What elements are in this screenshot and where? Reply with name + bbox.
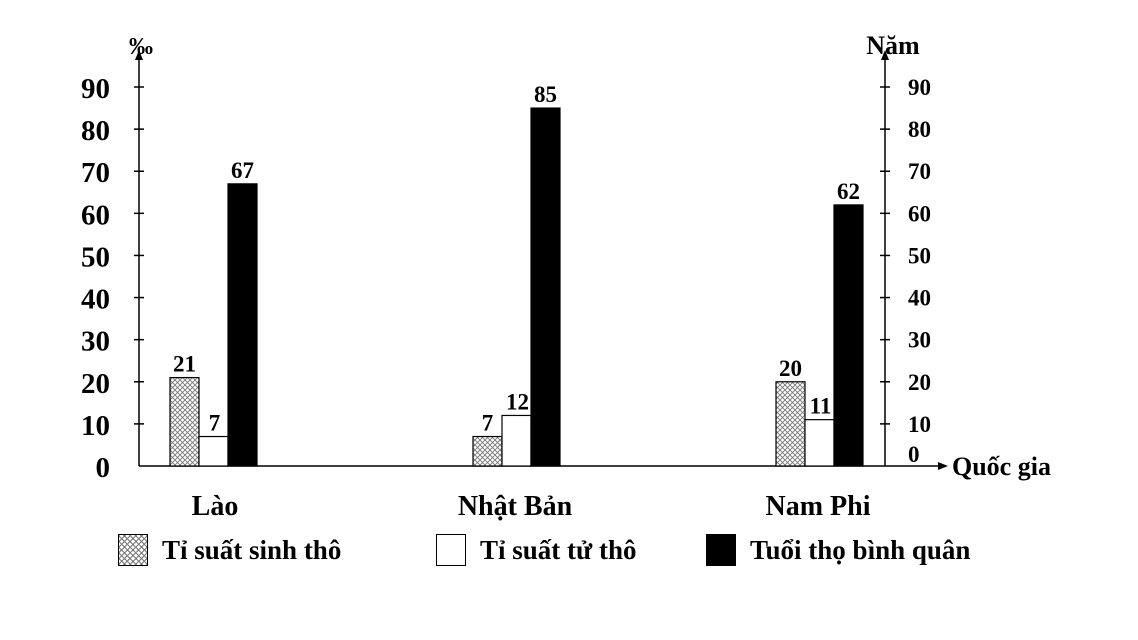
category-label: Lào — [192, 491, 239, 522]
left-tick-label: 10 — [81, 410, 110, 442]
data-label: 12 — [506, 389, 529, 414]
bar-life-expectancy — [227, 183, 258, 467]
right-axis-unit: Năm — [866, 31, 920, 60]
left-axis-unit: ‰ — [129, 34, 153, 60]
right-tick-label: 70 — [908, 159, 931, 184]
left-tick-label: 70 — [81, 157, 110, 189]
left-tick-label: 80 — [81, 115, 110, 147]
right-tick-label: 20 — [908, 370, 931, 395]
right-tick-label: 80 — [908, 117, 931, 142]
data-label: 20 — [779, 356, 802, 381]
data-label: 7 — [482, 411, 494, 436]
right-tick-label: 50 — [908, 243, 931, 268]
data-label: 67 — [231, 158, 254, 183]
data-label: 85 — [534, 82, 557, 107]
bar-group — [169, 107, 864, 467]
left-tick-label: 30 — [81, 326, 110, 358]
category-label: Nhật Bản — [458, 491, 573, 522]
left-tick-label: 50 — [81, 241, 110, 273]
left-y-axis-arrow — [135, 50, 143, 60]
bar-birth-rate — [472, 435, 503, 467]
legend-label: Tỉ suất sinh thô — [162, 534, 342, 565]
left-tick-label: 90 — [81, 73, 110, 105]
right-tick-label: 0 — [908, 442, 920, 467]
bar-death-rate — [501, 414, 532, 467]
chart: ‰ Năm Quốc gia 0 0 10 10 20 20 30 30 40 40 50 50 60 6… — [81, 31, 1051, 522]
right-tick-label: 60 — [908, 201, 931, 226]
legend-item-birth-rate: Tỉ suất sinh thô — [118, 534, 341, 566]
bar-death-rate — [198, 435, 229, 467]
bar-life-expectancy — [833, 204, 864, 467]
left-tick-label: 20 — [81, 368, 110, 400]
left-tick-label: 40 — [81, 284, 110, 316]
legend-swatch-death-rate — [436, 534, 466, 566]
legend-label: Tuổi thọ bình quân — [750, 534, 971, 565]
category-label: Nam Phi — [766, 491, 871, 522]
legend-item-life-expectancy: Tuổi thọ bình quân — [706, 534, 970, 566]
category-label-group: Lào Nhật Bản Nam Phi — [192, 491, 871, 522]
x-axis-title: Quốc gia — [952, 452, 1051, 481]
data-label: 11 — [810, 394, 832, 419]
legend-swatch-birth-rate — [118, 534, 148, 566]
data-label: 62 — [837, 179, 860, 204]
x-axis-arrow — [938, 462, 948, 470]
data-label: 7 — [209, 411, 221, 436]
data-label: 21 — [173, 352, 196, 377]
legend-label: Tỉ suất tử thô — [480, 534, 637, 565]
right-tick-label: 40 — [908, 286, 931, 311]
bar-birth-rate — [169, 376, 200, 467]
legend: Tỉ suất sinh thô Tỉ suất tử thô Tuổi thọ… — [0, 534, 1138, 594]
right-y-axis-arrow — [881, 50, 889, 60]
legend-swatch-life-expectancy — [706, 534, 736, 566]
right-tick-label: 90 — [908, 75, 931, 100]
bar-birth-rate — [775, 381, 806, 467]
bar-death-rate — [804, 419, 835, 467]
tick-group: 0 0 10 10 20 20 30 30 40 40 50 50 60 60 70 70 80 80 90 90 — [81, 73, 931, 484]
legend-item-death-rate: Tỉ suất tử thô — [436, 534, 636, 566]
value-label-group: 21 7 67 7 12 85 20 11 62 — [173, 82, 860, 435]
right-tick-label: 30 — [908, 328, 931, 353]
left-tick-label: 0 — [96, 452, 111, 484]
bar-life-expectancy — [530, 107, 561, 467]
right-tick-label: 10 — [908, 412, 931, 437]
left-tick-label: 60 — [81, 199, 110, 231]
